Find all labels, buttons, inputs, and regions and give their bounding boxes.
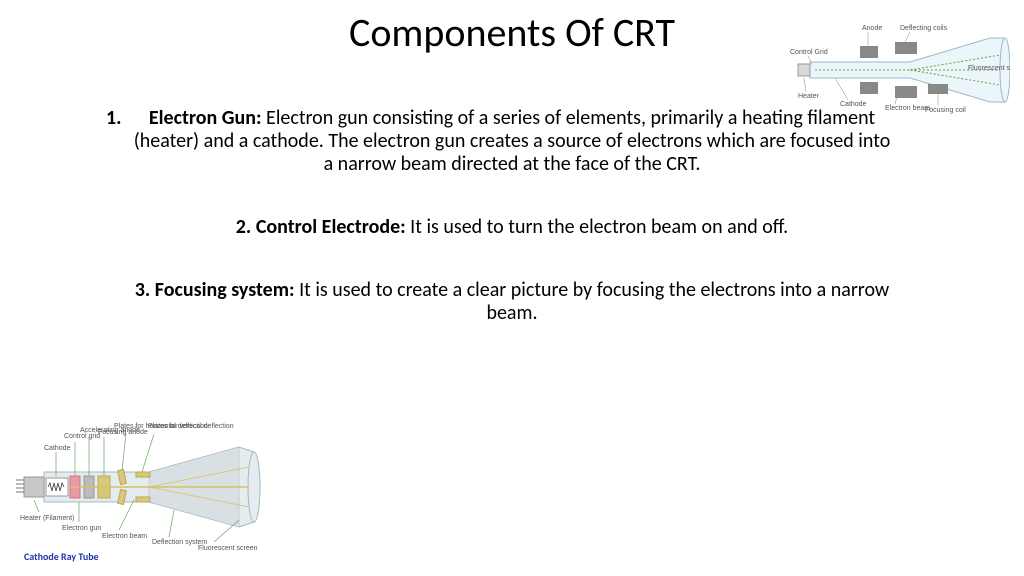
diagram-label: Focusing anode [98, 429, 148, 436]
diagram-label: Anode [862, 25, 882, 32]
content-area: 1. Electron Gun: Electron gun consisting… [132, 107, 892, 325]
list-item: 1. Electron Gun: Electron gun consisting… [132, 107, 892, 176]
crt-diagram-top: Anode Deflecting coils Control Grid Heat… [790, 20, 1010, 120]
diagram-label: Electron gun [62, 525, 101, 532]
item-text: It is used to turn the electron beam on … [406, 215, 789, 239]
diagram-label: Heater [798, 93, 820, 100]
diagram-label: Control Grid [790, 49, 828, 56]
item-number: 1. [106, 107, 121, 130]
diagram-label: Electron beam [885, 105, 930, 112]
diagram-label: Fluorescent screen [968, 65, 1010, 72]
list-item: 3. Focusing system: It is used to create… [132, 279, 892, 325]
diagram-label: Plates for vertical deflection [148, 423, 234, 430]
item-label: Control Electrode: [256, 215, 406, 239]
crt-diagram-bottom: Cathode Control grid Accelerating anode … [14, 412, 264, 562]
list-item: 2. Control Electrode: It is used to turn… [132, 216, 892, 239]
diagram-label: Electron beam [102, 533, 147, 540]
diagram-label: Cathode [840, 101, 867, 108]
diagram-label: Heater (Filament) [20, 515, 74, 522]
diagram-label: Fluorescent screen [198, 545, 258, 552]
diagram-label: Cathode [44, 445, 71, 452]
diagram-label: Focusing coil [925, 107, 966, 114]
diagram-label: Control grid [64, 433, 100, 440]
item-number: 3. [135, 278, 150, 302]
item-text: It is used to create a clear picture by … [295, 278, 890, 325]
item-label: Electron Gun: [149, 106, 262, 130]
diagram-caption: Cathode Ray Tube [24, 550, 99, 562]
diagram-label: Deflecting coils [900, 25, 948, 32]
item-label: Focusing system: [155, 278, 295, 302]
item-number: 2. [236, 215, 251, 239]
